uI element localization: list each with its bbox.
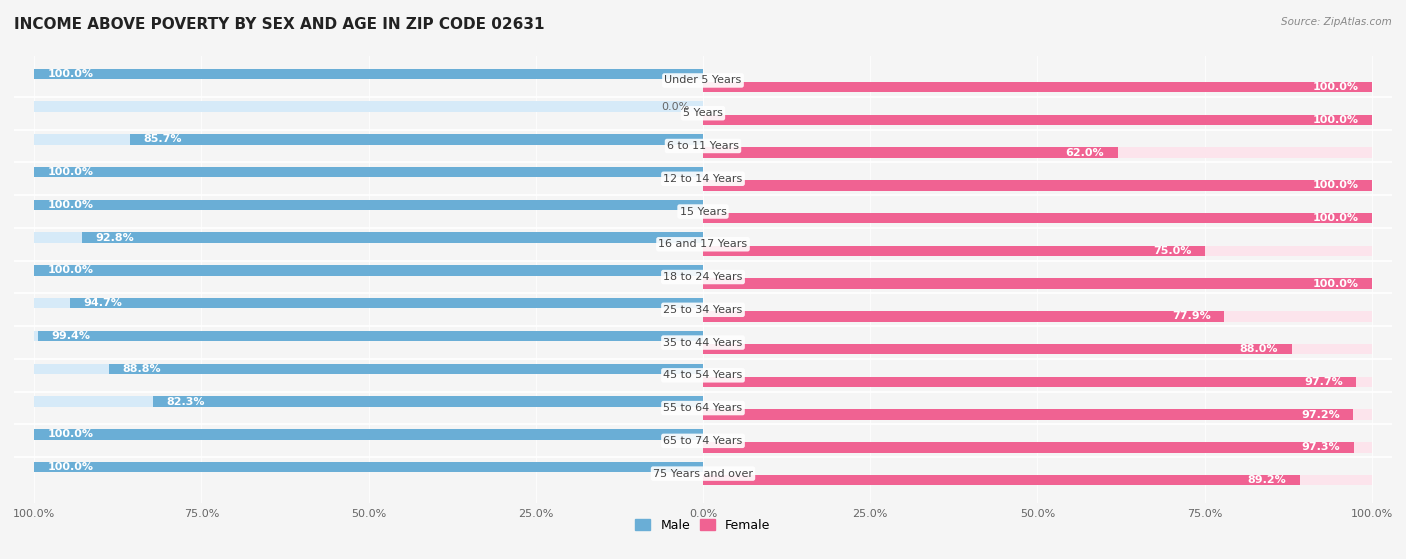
Bar [703,475,1299,485]
Bar [34,462,703,472]
Bar [110,363,703,374]
Bar [34,233,703,243]
Text: Source: ZipAtlas.com: Source: ZipAtlas.com [1281,17,1392,27]
Text: 88.0%: 88.0% [1240,344,1278,354]
Bar [34,266,703,276]
Bar [703,377,1372,387]
Text: 100.0%: 100.0% [1312,213,1358,223]
Bar [703,409,1372,420]
Bar [34,298,703,309]
Bar [34,134,703,145]
Bar [703,115,1372,125]
Text: 85.7%: 85.7% [143,135,181,144]
Bar [83,233,703,243]
Bar [34,101,703,112]
Bar [34,429,703,439]
Bar [703,213,1372,223]
Text: 18 to 24 Years: 18 to 24 Years [664,272,742,282]
Bar [703,245,1205,256]
Text: 88.8%: 88.8% [122,364,162,374]
Bar [703,115,1372,125]
Text: Under 5 Years: Under 5 Years [665,75,741,86]
Bar [703,278,1372,289]
Bar [703,213,1372,223]
Text: 55 to 64 Years: 55 to 64 Years [664,403,742,413]
Text: 62.0%: 62.0% [1066,148,1104,158]
Text: 75.0%: 75.0% [1153,246,1191,256]
Text: 12 to 14 Years: 12 to 14 Years [664,174,742,184]
Bar [129,134,703,145]
Bar [34,266,703,276]
Text: 100.0%: 100.0% [48,266,94,276]
Bar [69,298,703,309]
Bar [703,409,1353,420]
Text: 77.9%: 77.9% [1173,311,1211,321]
Text: 100.0%: 100.0% [1312,181,1358,190]
Text: 100.0%: 100.0% [48,167,94,177]
Text: 94.7%: 94.7% [83,299,122,308]
Text: 89.2%: 89.2% [1247,475,1286,485]
Text: 97.2%: 97.2% [1301,410,1340,420]
Text: 5 Years: 5 Years [683,108,723,119]
Bar [34,363,703,374]
Bar [703,82,1372,92]
Text: 100.0%: 100.0% [48,429,94,439]
Text: 100.0%: 100.0% [48,462,94,472]
Bar [703,475,1372,485]
Bar [34,167,703,177]
Text: 35 to 44 Years: 35 to 44 Years [664,338,742,348]
Text: 25 to 34 Years: 25 to 34 Years [664,305,742,315]
Text: 100.0%: 100.0% [1312,278,1358,288]
Text: 45 to 54 Years: 45 to 54 Years [664,370,742,380]
Text: 92.8%: 92.8% [96,233,135,243]
Text: 99.4%: 99.4% [52,331,90,341]
Text: 75 Years and over: 75 Years and over [652,468,754,479]
Bar [703,180,1372,191]
Text: 16 and 17 Years: 16 and 17 Years [658,239,748,249]
Bar [703,180,1372,191]
Bar [703,148,1372,158]
Bar [703,442,1372,453]
Bar [34,429,703,439]
Text: 82.3%: 82.3% [166,396,204,406]
Text: 100.0%: 100.0% [1312,82,1358,92]
Text: 65 to 74 Years: 65 to 74 Years [664,436,742,446]
Legend: Male, Female: Male, Female [630,514,776,537]
Bar [703,377,1357,387]
Text: 97.3%: 97.3% [1302,442,1340,452]
Text: 6 to 11 Years: 6 to 11 Years [666,141,740,151]
Bar [34,167,703,177]
Bar [703,148,1118,158]
Text: 0.0%: 0.0% [661,102,689,112]
Bar [703,442,1354,453]
Text: 100.0%: 100.0% [48,69,94,79]
Bar [703,344,1292,354]
Bar [703,311,1225,321]
Text: 100.0%: 100.0% [48,200,94,210]
Bar [703,82,1372,92]
Text: 15 Years: 15 Years [679,206,727,216]
Bar [703,344,1372,354]
Bar [34,69,703,79]
Bar [34,69,703,79]
Bar [34,200,703,210]
Bar [34,462,703,472]
Bar [703,311,1372,321]
Bar [34,396,703,407]
Bar [703,245,1372,256]
Bar [34,331,703,341]
Bar [703,278,1372,289]
Text: INCOME ABOVE POVERTY BY SEX AND AGE IN ZIP CODE 02631: INCOME ABOVE POVERTY BY SEX AND AGE IN Z… [14,17,544,32]
Bar [34,200,703,210]
Bar [38,331,703,341]
Bar [152,396,703,407]
Text: 97.7%: 97.7% [1305,377,1343,387]
Text: 100.0%: 100.0% [1312,115,1358,125]
